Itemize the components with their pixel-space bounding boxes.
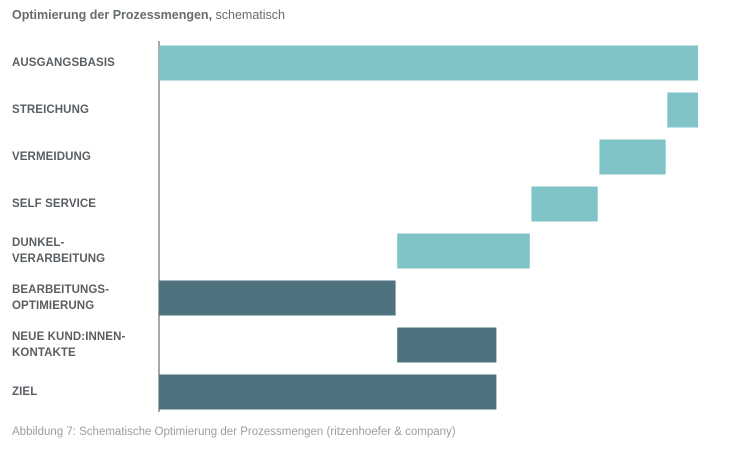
bar-4 <box>531 186 598 222</box>
bar-7 <box>397 327 497 363</box>
category-label-1: AUSGANGSBASIS <box>12 57 115 69</box>
bar-3 <box>599 139 666 175</box>
category-label-6: BEARBEITUNGS- OPTIMIERUNG <box>12 284 110 312</box>
bar-2 <box>667 92 698 128</box>
chart-title-bold: Optimierung der Prozessmengen, <box>12 8 213 22</box>
category-label-8: ZIEL <box>12 386 38 398</box>
category-label-3: VERMEIDUNG <box>12 151 91 163</box>
category-label-7: NEUE KUND:INNEN- KONTAKTE <box>12 331 126 359</box>
chart-title: Optimierung der Prozessmengen, schematis… <box>12 8 285 22</box>
bar-1 <box>159 45 698 81</box>
category-label-2: STREICHUNG <box>12 104 90 116</box>
chart-title-light: schematisch <box>215 8 286 22</box>
figure-caption: Abbildung 7: Schematische Optimierung de… <box>12 426 456 438</box>
bar-5 <box>397 233 530 269</box>
category-label-4: SELF SERVICE <box>12 198 97 210</box>
bar-6 <box>159 280 396 316</box>
category-label-5: DUNKEL- VERARBEITUNG <box>12 237 106 265</box>
bar-8 <box>159 374 497 410</box>
